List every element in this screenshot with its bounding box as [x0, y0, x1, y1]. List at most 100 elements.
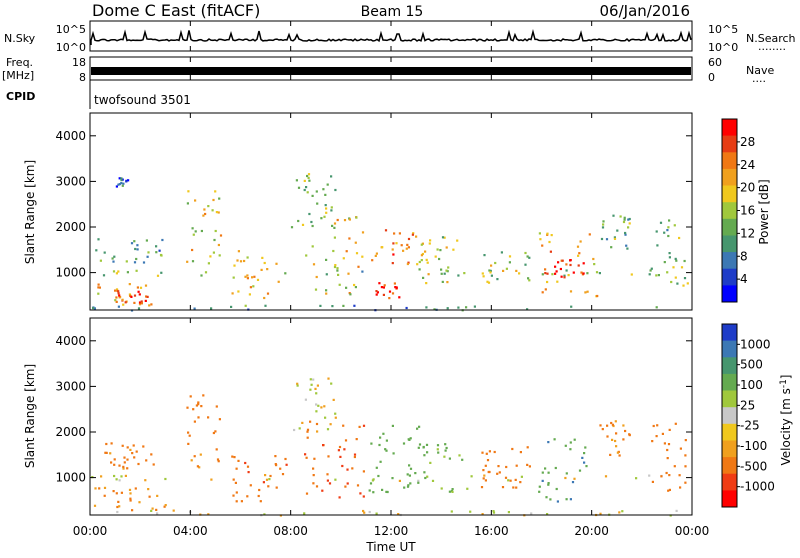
data-cell: [353, 455, 356, 459]
data-cell: [105, 451, 108, 454]
data-cell: [461, 458, 464, 461]
data-cell: [509, 479, 512, 482]
data-cell: [325, 292, 328, 295]
data-cell: [121, 184, 124, 187]
data-cell: [556, 280, 559, 283]
data-cell: [486, 459, 490, 462]
time-axis-label: Time UT: [365, 540, 416, 554]
data-cell: [219, 234, 223, 237]
data-cell: [296, 384, 299, 387]
power-y-axis: 4000 3000 2000 1000: [55, 129, 692, 280]
data-cell: [615, 445, 618, 448]
data-cell: [616, 229, 619, 232]
data-cell: [161, 238, 164, 242]
data-cell: [131, 509, 134, 512]
data-cell: [305, 456, 308, 459]
data-cell: [186, 202, 189, 205]
data-cell: [569, 441, 572, 444]
data-cell: [437, 451, 440, 454]
data-cell: [586, 290, 589, 293]
velocity-ylabel: Slant Range [km]: [23, 364, 37, 468]
data-cell: [515, 464, 518, 467]
data-cell: [577, 254, 580, 257]
data-cell: [117, 270, 120, 273]
data-cell: [324, 416, 327, 419]
data-cell: [232, 494, 235, 497]
data-cell: [105, 442, 108, 446]
data-cell: [585, 465, 588, 468]
data-cell: [313, 457, 316, 460]
data-cell: [315, 392, 318, 395]
data-cell: [246, 495, 249, 498]
data-cell: [361, 231, 365, 234]
data-cell: [284, 272, 287, 275]
data-cell: [426, 451, 429, 454]
data-cell: [613, 236, 616, 239]
data-cell: [110, 442, 113, 445]
data-cell: [488, 269, 491, 272]
data-cell: [212, 251, 215, 254]
freq-label: Freq.: [6, 56, 33, 69]
data-cell: [374, 254, 377, 257]
data-cell: [443, 236, 446, 239]
data-cell: [265, 478, 269, 481]
data-cell: [263, 513, 266, 516]
data-cell: [148, 304, 151, 307]
data-cell: [274, 455, 277, 458]
data-cell: [315, 190, 318, 193]
data-cell: [519, 481, 522, 484]
data-cell: [126, 271, 129, 274]
data-cell: [315, 275, 318, 279]
colorbar-segment: [722, 407, 737, 425]
data-cell: [684, 465, 687, 468]
data-cell: [97, 238, 100, 241]
data-cell: [444, 443, 447, 446]
data-cell: [563, 276, 566, 279]
data-cell: [470, 475, 473, 478]
data-cell: [306, 430, 309, 433]
data-cell: [378, 282, 381, 285]
data-cell: [356, 484, 360, 487]
data-cell: [655, 435, 658, 438]
data-cell: [415, 235, 418, 238]
data-cell: [311, 245, 314, 248]
data-cell: [417, 446, 420, 449]
data-cell: [117, 292, 120, 295]
data-cell: [308, 212, 311, 216]
data-cell: [504, 476, 508, 479]
data-cell: [258, 488, 261, 492]
data-cell: [408, 474, 411, 477]
power-plot-area: [90, 113, 692, 310]
data-cell: [666, 448, 669, 452]
data-cell: [378, 443, 381, 447]
data-cell: [368, 489, 371, 492]
data-cell: [297, 219, 300, 223]
data-cell: [309, 420, 312, 423]
data-cell: [330, 209, 333, 212]
colorbar-tick-label: 16: [740, 204, 755, 218]
data-cell: [204, 271, 208, 274]
power-ylabel: Slant Range [km]: [23, 160, 37, 264]
colorbar-tick-label: -1000: [740, 480, 775, 494]
data-cell: [457, 306, 460, 309]
data-cell: [187, 431, 190, 434]
data-cell: [586, 272, 589, 275]
colorbar-segment: [722, 340, 737, 358]
data-cell: [92, 307, 95, 310]
data-cell: [682, 284, 685, 287]
data-cell: [305, 254, 308, 257]
data-cell: [577, 264, 580, 267]
colorbar-segment: [722, 285, 737, 303]
data-cell: [315, 422, 319, 426]
data-cell: [137, 307, 141, 310]
data-cell: [496, 278, 499, 281]
data-cell: [666, 271, 669, 274]
data-cell: [249, 286, 252, 289]
data-cell: [301, 421, 304, 424]
data-cell: [581, 456, 584, 459]
data-cell: [348, 218, 351, 221]
data-cell: [212, 198, 215, 202]
data-cell: [147, 251, 150, 254]
data-cell: [624, 429, 627, 433]
